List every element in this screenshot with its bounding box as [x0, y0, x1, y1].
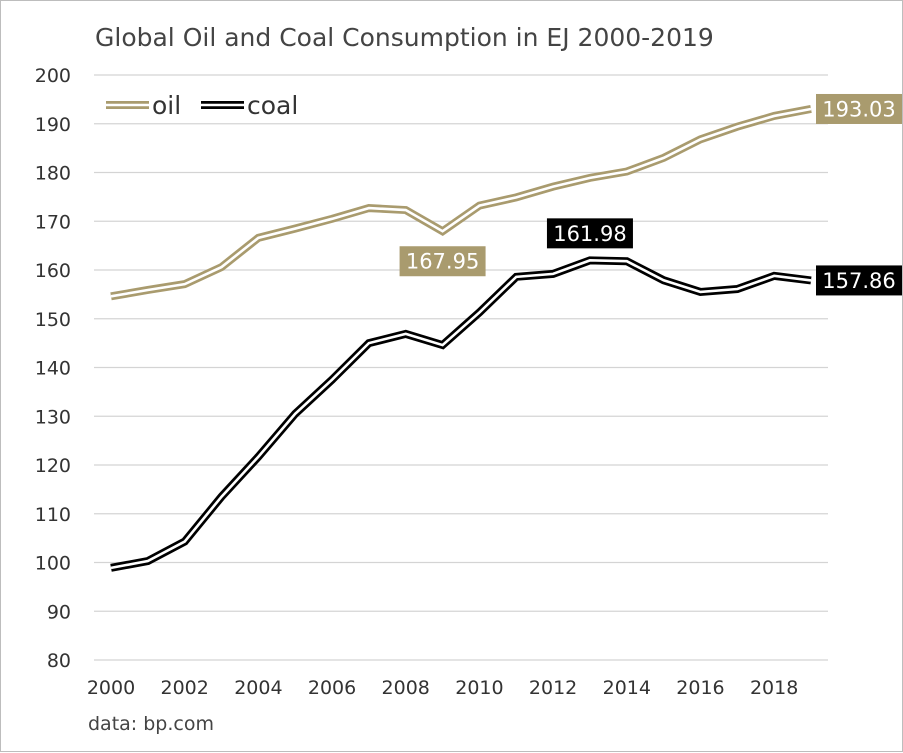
- y-tick-label-100: 100: [35, 553, 71, 575]
- y-tick-label-130: 130: [35, 406, 71, 428]
- x-tick-label-2016: 2016: [676, 677, 724, 699]
- series-line-inner-coal: [111, 260, 811, 568]
- y-tick-label-200: 200: [35, 65, 71, 87]
- x-tick-label-2010: 2010: [455, 677, 503, 699]
- y-tick-label-160: 160: [35, 260, 71, 282]
- data-label-coal-2019: 157.86: [822, 269, 895, 293]
- data-label-oil-2009: 167.95: [406, 250, 479, 274]
- y-tick-label-120: 120: [35, 455, 71, 477]
- x-tick-label-2014: 2014: [603, 677, 651, 699]
- y-tick-label-90: 90: [47, 601, 71, 623]
- chart-source: data: bp.com: [88, 713, 214, 735]
- x-tick-label-2006: 2006: [308, 677, 356, 699]
- y-tick-label-140: 140: [35, 358, 71, 380]
- data-label-oil-2019: 193.03: [822, 97, 895, 121]
- legend-label-coal: coal: [247, 91, 298, 120]
- x-tick-label-2004: 2004: [234, 677, 282, 699]
- y-tick-label-180: 180: [35, 163, 71, 185]
- y-tick-label-110: 110: [35, 504, 71, 526]
- x-tick-label-2012: 2012: [529, 677, 577, 699]
- x-tick-label-2000: 2000: [87, 677, 135, 699]
- y-tick-label-80: 80: [47, 650, 71, 672]
- data-label-coal-2013: 161.98: [553, 222, 626, 246]
- x-tick-label-2018: 2018: [750, 677, 798, 699]
- series-line-coal: [111, 260, 811, 568]
- y-tick-label-190: 190: [35, 114, 71, 136]
- y-tick-label-150: 150: [35, 309, 71, 331]
- x-tick-label-2008: 2008: [382, 677, 430, 699]
- legend-label-oil: oil: [152, 91, 181, 120]
- y-tick-label-170: 170: [35, 211, 71, 233]
- x-tick-label-2002: 2002: [161, 677, 209, 699]
